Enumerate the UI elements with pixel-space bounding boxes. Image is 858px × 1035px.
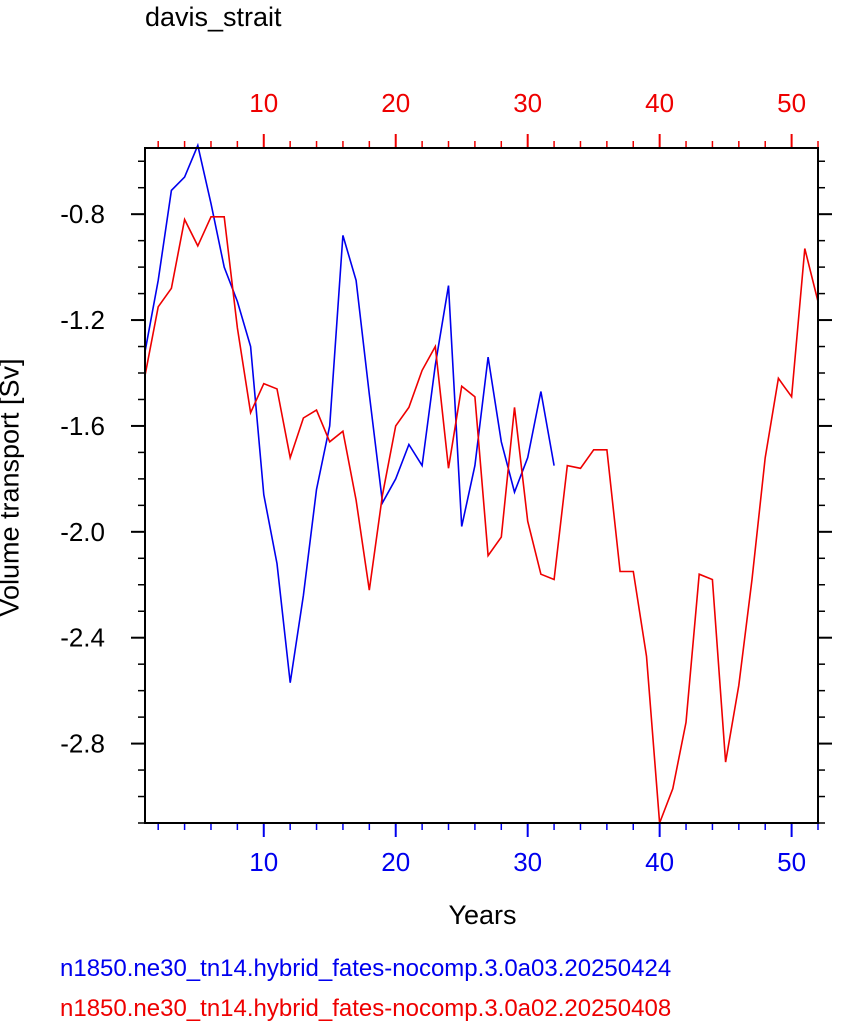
y-tick-label: -1.6 [60,411,105,441]
bottom-tick-label: 50 [777,847,806,877]
y-tick-label: -0.8 [60,199,105,229]
top-tick-label: 50 [777,88,806,118]
top-tick-label: 30 [513,88,542,118]
legend-series-2: n1850.ne30_tn14.hybrid_fates-nocomp.3.0a… [60,995,672,1022]
top-axis-ticks: 10 20 30 40 50 [157,88,819,148]
y-axis-ticks: -0.8 -1.2 -1.6 -2.0 -2.4 -2.8 [60,160,832,824]
bottom-tick-label: 10 [249,847,278,877]
legend-series-1: n1850.ne30_tn14.hybrid_fates-nocomp.3.0a… [60,955,672,982]
y-tick-label: -2.0 [60,517,105,547]
bottom-tick-label: 20 [381,847,410,877]
bottom-axis-ticks: 10 20 30 40 50 [157,823,819,877]
y-tick-label: -2.4 [60,623,105,653]
top-tick-label: 40 [645,88,674,118]
x-axis-label: Years [448,900,517,930]
chart-title: davis_strait [145,2,282,32]
series-line-2 [144,216,819,824]
bottom-tick-label: 30 [513,847,542,877]
bottom-tick-label: 40 [645,847,674,877]
y-tick-label: -1.2 [60,305,105,335]
y-tick-label: -2.8 [60,729,105,759]
series-line-1 [144,142,555,683]
top-tick-label: 20 [381,88,410,118]
plot-frame [144,147,819,824]
top-tick-label: 10 [249,88,278,118]
y-axis-label: Volume transport [Sv] [0,358,25,617]
series-lines [144,142,819,824]
